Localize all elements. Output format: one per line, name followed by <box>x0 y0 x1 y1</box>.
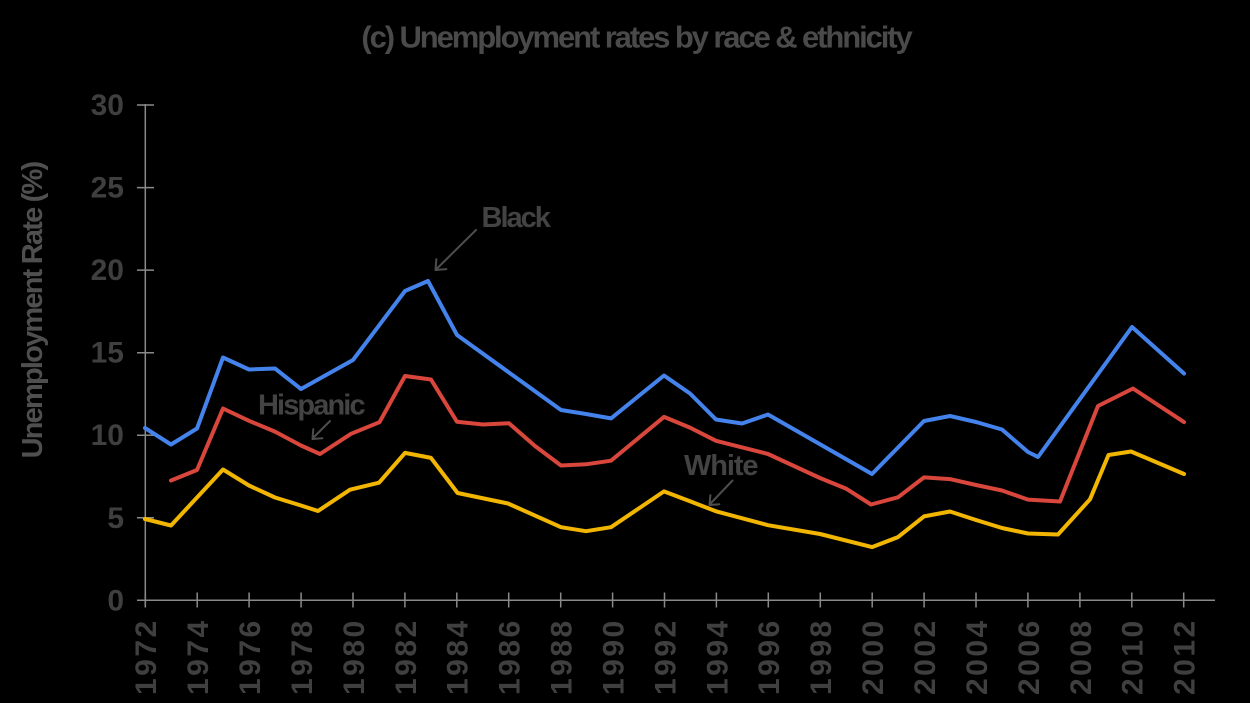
svg-text:(c) Unemployment rates by race: (c) Unemployment rates by race & ethnici… <box>361 19 913 54</box>
svg-text:20: 20 <box>91 254 124 287</box>
svg-text:1992: 1992 <box>649 618 682 695</box>
svg-text:2010: 2010 <box>1117 618 1150 695</box>
svg-text:2012: 2012 <box>1169 618 1202 695</box>
svg-text:2006: 2006 <box>1013 618 1046 695</box>
svg-text:Hispanic: Hispanic <box>258 390 365 422</box>
svg-text:1988: 1988 <box>546 618 579 695</box>
svg-text:15: 15 <box>91 337 124 370</box>
svg-text:1986: 1986 <box>494 618 527 695</box>
svg-text:1994: 1994 <box>701 618 734 695</box>
svg-text:Black: Black <box>482 202 552 234</box>
svg-text:30: 30 <box>91 89 124 122</box>
svg-text:25: 25 <box>91 172 124 205</box>
svg-text:0: 0 <box>107 584 124 617</box>
svg-text:1978: 1978 <box>286 618 319 695</box>
svg-text:2004: 2004 <box>961 618 994 695</box>
svg-text:2008: 2008 <box>1065 618 1098 695</box>
svg-text:1998: 1998 <box>805 618 838 695</box>
svg-text:5: 5 <box>107 502 124 535</box>
svg-text:1990: 1990 <box>598 618 631 695</box>
svg-text:10: 10 <box>91 419 124 452</box>
svg-text:1984: 1984 <box>442 618 475 695</box>
svg-text:2000: 2000 <box>857 618 890 695</box>
svg-text:1976: 1976 <box>234 618 267 695</box>
svg-text:Unemployment Rate (%): Unemployment Rate (%) <box>17 161 49 458</box>
svg-text:1982: 1982 <box>390 618 423 695</box>
svg-text:1974: 1974 <box>182 618 215 695</box>
svg-text:1972: 1972 <box>130 618 163 695</box>
svg-text:1996: 1996 <box>753 618 786 695</box>
svg-text:1980: 1980 <box>338 618 371 695</box>
svg-text:White: White <box>684 450 758 482</box>
svg-text:2002: 2002 <box>909 618 942 695</box>
